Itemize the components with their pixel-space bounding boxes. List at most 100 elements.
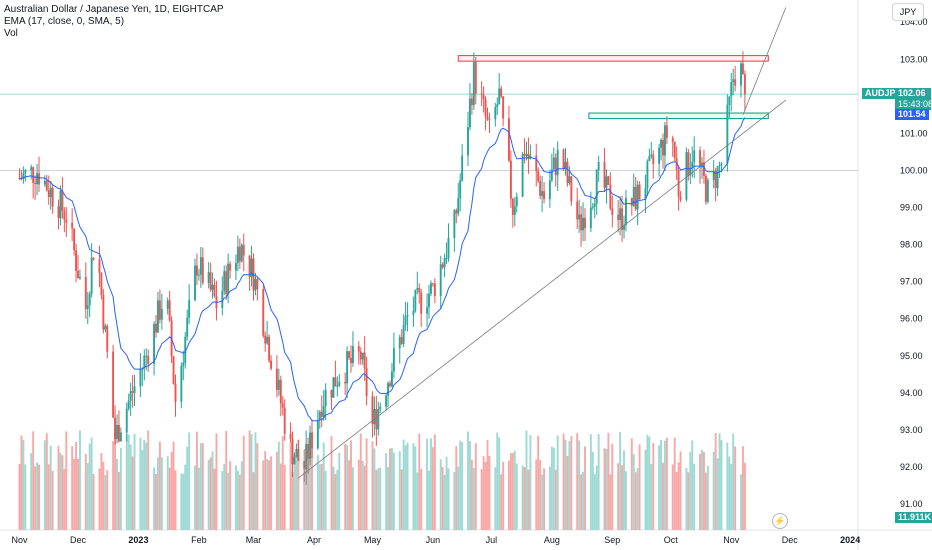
volume-bar [467,431,469,530]
candle [30,164,33,180]
candle [593,198,596,219]
candle [496,97,499,115]
candle [61,176,64,219]
volume-bar [266,459,269,530]
volume-bar [404,445,407,530]
candle-body [213,284,216,297]
candle-body [270,360,273,369]
volume-bar [188,432,191,530]
candle-body [619,208,622,220]
volume-bar [248,430,251,530]
candle [699,146,702,184]
volume-bar [125,434,128,530]
volume-bar [348,460,351,530]
candle [597,155,600,182]
y-tick-label: 100.00 [900,165,928,175]
candle [180,362,183,409]
volume-bar [166,456,169,530]
volume-bar [624,471,627,530]
volume-bar [242,435,245,530]
volume-bar [78,430,81,530]
x-tick-label: Apr [307,535,321,545]
time-axis: Nov Dec 2023 Feb Mar Apr May Jun Jul Aug Sep Oct Nov… [11,535,860,545]
volume-bar [447,468,450,530]
volume-bar [215,433,218,530]
candle [414,289,417,313]
candle [677,167,680,211]
candle-body [45,180,48,191]
candle [740,60,742,98]
volume-bar [279,463,282,530]
volume-bar [529,435,532,530]
candle-body [348,351,351,358]
candle [498,73,501,105]
candle [511,197,514,228]
candle [484,96,487,131]
lightning-icon[interactable]: ⚡ [772,513,788,529]
volume-bar [730,463,733,530]
candle [100,272,103,300]
candle [624,190,627,232]
volume-bar [250,433,253,530]
candle [84,262,87,319]
candle [43,175,46,188]
candle [556,141,559,192]
volume-bar [677,462,680,530]
candle [482,86,485,113]
candle [98,245,101,288]
candle-body [685,152,688,200]
candle-body [377,409,380,430]
volume-bar [139,437,142,530]
candle [240,243,243,263]
candle [603,147,606,193]
volume-bar [303,471,306,530]
candle-body [334,377,337,387]
candle [716,165,719,197]
candle [377,401,380,436]
candle [426,293,429,328]
candle [223,265,226,295]
volume-bar [595,465,598,530]
candle [502,96,505,127]
candle-body [297,448,300,461]
volume-bar [433,434,436,530]
volume-bar [636,468,639,530]
volume-bar [170,452,173,530]
candle [88,291,91,318]
volume-bar [297,439,300,530]
volume-bar [468,441,471,530]
candle-body [104,325,107,330]
candle [346,346,349,399]
volume-bar [562,433,565,530]
volume-bar [480,468,483,530]
candle-body [605,176,608,188]
candle-body [428,293,430,308]
candle-body [24,170,27,174]
candle-body [32,167,35,183]
candle [402,313,405,348]
candle-body [106,325,109,352]
candle-body [539,181,542,197]
volume-bar [201,443,204,530]
volume-bar [84,453,87,530]
volume-bar [429,438,432,530]
candle-body [332,377,335,398]
volume-bar [663,440,666,530]
candle [194,258,196,302]
currency-button[interactable]: JPY [892,3,924,21]
candle [523,138,526,164]
candle [351,331,354,367]
candle [320,395,323,428]
candle [184,332,187,369]
candle [537,167,540,183]
candle-body [289,433,292,440]
volume-bar [158,441,161,530]
candle [704,174,707,205]
candle [199,246,202,288]
volume-bar [350,440,352,530]
volume-bar [496,432,499,530]
candle [145,348,148,371]
candle-body [318,411,321,421]
volume-bar [689,451,692,530]
